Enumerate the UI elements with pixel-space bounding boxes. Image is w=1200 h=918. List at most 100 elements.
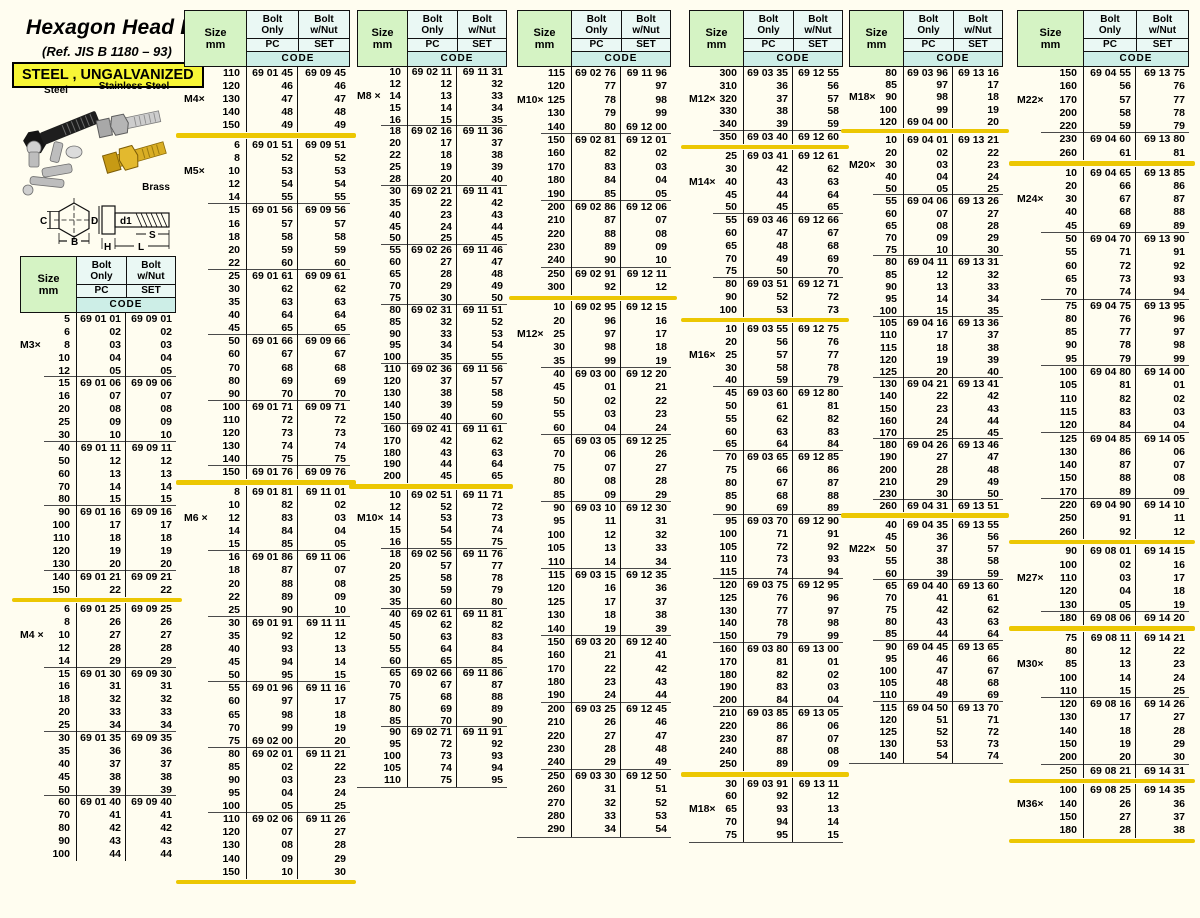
size-cell: 280 bbox=[547, 809, 565, 822]
set-code-cell: 03 bbox=[334, 512, 346, 525]
pc-code-cell: 62 bbox=[743, 412, 793, 426]
pc-code-cell: 46 bbox=[903, 652, 953, 666]
size-cell: 50 bbox=[725, 399, 737, 412]
size-cell: 240 bbox=[547, 756, 565, 769]
set-code-cell: 43 bbox=[491, 208, 503, 221]
set-code-cell: 91 bbox=[1173, 246, 1185, 259]
pc-code-cell: 11 bbox=[571, 515, 621, 529]
table-row: 120 73 73 bbox=[184, 427, 350, 441]
set-code-cell: 43 bbox=[655, 676, 667, 689]
pc-code-cell: 87 bbox=[1083, 459, 1136, 473]
pc-code-cell: 67 bbox=[407, 679, 457, 692]
size-cell: 50 bbox=[885, 183, 897, 196]
pc-code-cell: 25 bbox=[903, 426, 953, 440]
set-code-cell: 85 bbox=[491, 655, 503, 668]
size-cell: 6 bbox=[234, 138, 240, 151]
table-row: 10 69 02 95 69 12 15 bbox=[517, 301, 671, 315]
set-code-cell: 72 bbox=[827, 291, 839, 304]
set-code-cell: 65 bbox=[827, 201, 839, 214]
table-row: 18 32 32 bbox=[20, 693, 176, 707]
pc-code-cell: 69 01 06 bbox=[76, 377, 126, 391]
pc-code-cell: 20 bbox=[407, 173, 457, 186]
set-code-cell: 69 13 11 bbox=[798, 777, 839, 790]
pc-code-cell: 37 bbox=[903, 543, 953, 556]
row-group: 260 69 04 31 69 13 51 bbox=[849, 500, 1003, 513]
table-row: 125 52 72 bbox=[849, 725, 1003, 739]
set-code-cell: 97 bbox=[1173, 326, 1185, 339]
table-row: 45 38 38 bbox=[20, 770, 176, 784]
size-cell: 35 bbox=[228, 296, 240, 309]
size-cell: 125 bbox=[879, 725, 897, 738]
pc-code-cell: 39 bbox=[76, 783, 126, 797]
table-row: 30 59 79 bbox=[357, 584, 507, 597]
pc-code-cell: 69 01 51 bbox=[246, 138, 298, 153]
table-row: 180 82 02 bbox=[689, 668, 843, 682]
pc-code-cell: 24 bbox=[407, 221, 457, 234]
row-group: 180 69 04 26 69 13 46 190 27 47 200 28 48 210 29 49… bbox=[849, 439, 1003, 501]
set-code-cell: 69 13 55 bbox=[958, 518, 999, 531]
set-code-cell: 10 bbox=[334, 603, 346, 616]
pc-code-cell: 20 bbox=[76, 557, 126, 571]
pc-code-cell: 57 bbox=[407, 560, 457, 573]
pc-code-cell: 15 bbox=[407, 114, 457, 127]
size-cell: 200 bbox=[1059, 751, 1077, 764]
size-cell: 60 bbox=[228, 695, 240, 708]
pc-code-cell: 94 bbox=[743, 815, 793, 829]
row-group: 220 69 04 90 69 14 10 250 91 11 260 92 12 bbox=[1017, 499, 1189, 539]
pc-code-cell: 09 bbox=[76, 416, 126, 430]
table-row: M30× 85 13 23 bbox=[1017, 658, 1189, 672]
table-body: 10 69 02 11 69 11 31 12 12 32 M8 × 14 13 33 15 14 34… bbox=[349, 66, 513, 788]
size-cell: 170 bbox=[547, 662, 565, 675]
set-code-cell: 04 bbox=[160, 351, 172, 364]
set-code-cell: 32 bbox=[491, 77, 503, 90]
table-row: 130 18 38 bbox=[517, 609, 671, 623]
table-row: 30 42 62 bbox=[689, 163, 843, 176]
table-row: 20 33 33 bbox=[20, 706, 176, 720]
pc-code-cell: 78 bbox=[1083, 339, 1136, 353]
pc-code-cell: 47 bbox=[743, 227, 793, 240]
set-code-cell: 69 12 11 bbox=[626, 267, 667, 280]
pc-code-cell: 57 bbox=[246, 217, 298, 231]
pc-code-cell: 68 bbox=[1083, 206, 1136, 220]
pc-code-cell: 69 01 91 bbox=[246, 616, 298, 630]
size-cell: 15 bbox=[389, 524, 401, 537]
pc-code-cell: 53 bbox=[743, 303, 793, 317]
set-code-cell: 17 bbox=[987, 79, 999, 92]
row-group: 100 69 01 71 69 09 71 110 72 72 120 73 73 130 74 74… bbox=[184, 400, 350, 467]
set-code-cell: 38 bbox=[655, 609, 667, 622]
pc-code-cell: 79 bbox=[743, 630, 793, 644]
table-row: 230 30 50 bbox=[849, 487, 1003, 501]
size-cell: 35 bbox=[389, 196, 401, 209]
set-code-cell: 71 bbox=[987, 713, 999, 726]
size-cell: 30 bbox=[228, 616, 240, 629]
set-code-cell: 69 09 11 bbox=[131, 441, 172, 454]
table-row: 80 69 02 31 69 11 51 bbox=[357, 304, 507, 317]
size-cell: 120 bbox=[1059, 419, 1077, 432]
set-code-cell: 63 bbox=[334, 296, 346, 309]
set-code-cell: 69 bbox=[334, 374, 346, 387]
table-row: 15 69 01 56 69 09 56 bbox=[184, 204, 350, 218]
set-code-cell: 59 bbox=[827, 118, 839, 131]
size-cell: 18 bbox=[228, 230, 240, 243]
size-cell: 80 bbox=[725, 278, 737, 291]
table-row: 75 69 04 75 69 13 95 bbox=[1017, 299, 1189, 313]
pc-code-cell: 18 bbox=[407, 149, 457, 163]
pc-code-cell: 69 02 31 bbox=[407, 304, 457, 317]
table-row: 250 69 08 21 69 14 31 bbox=[1017, 764, 1189, 778]
set-code-cell: 99 bbox=[827, 630, 839, 643]
size-cell: 180 bbox=[547, 676, 565, 689]
size-cell: 70 bbox=[58, 809, 70, 822]
pc-code-cell: 69 01 16 bbox=[76, 506, 126, 520]
thread-size-label: M8 × bbox=[357, 89, 381, 102]
table-row: 60 27 47 bbox=[357, 256, 507, 270]
set-code-cell: 34 bbox=[655, 555, 667, 568]
pc-code-cell: 08 bbox=[76, 403, 126, 417]
pc-code-cell: 85 bbox=[571, 187, 621, 201]
size-cell: 40 bbox=[58, 757, 70, 770]
pc-code-cell: 69 03 65 bbox=[743, 451, 793, 464]
code-header-cell: CODE bbox=[904, 51, 1002, 66]
set-code-cell: 25 bbox=[334, 800, 346, 813]
table-row: 230 69 04 60 69 13 80 bbox=[1017, 133, 1189, 147]
table-body: 300 69 03 35 69 12 55 310 36 56 M12× 320 37 57 330… bbox=[681, 67, 849, 843]
pc-code-cell: 17 bbox=[407, 137, 457, 151]
